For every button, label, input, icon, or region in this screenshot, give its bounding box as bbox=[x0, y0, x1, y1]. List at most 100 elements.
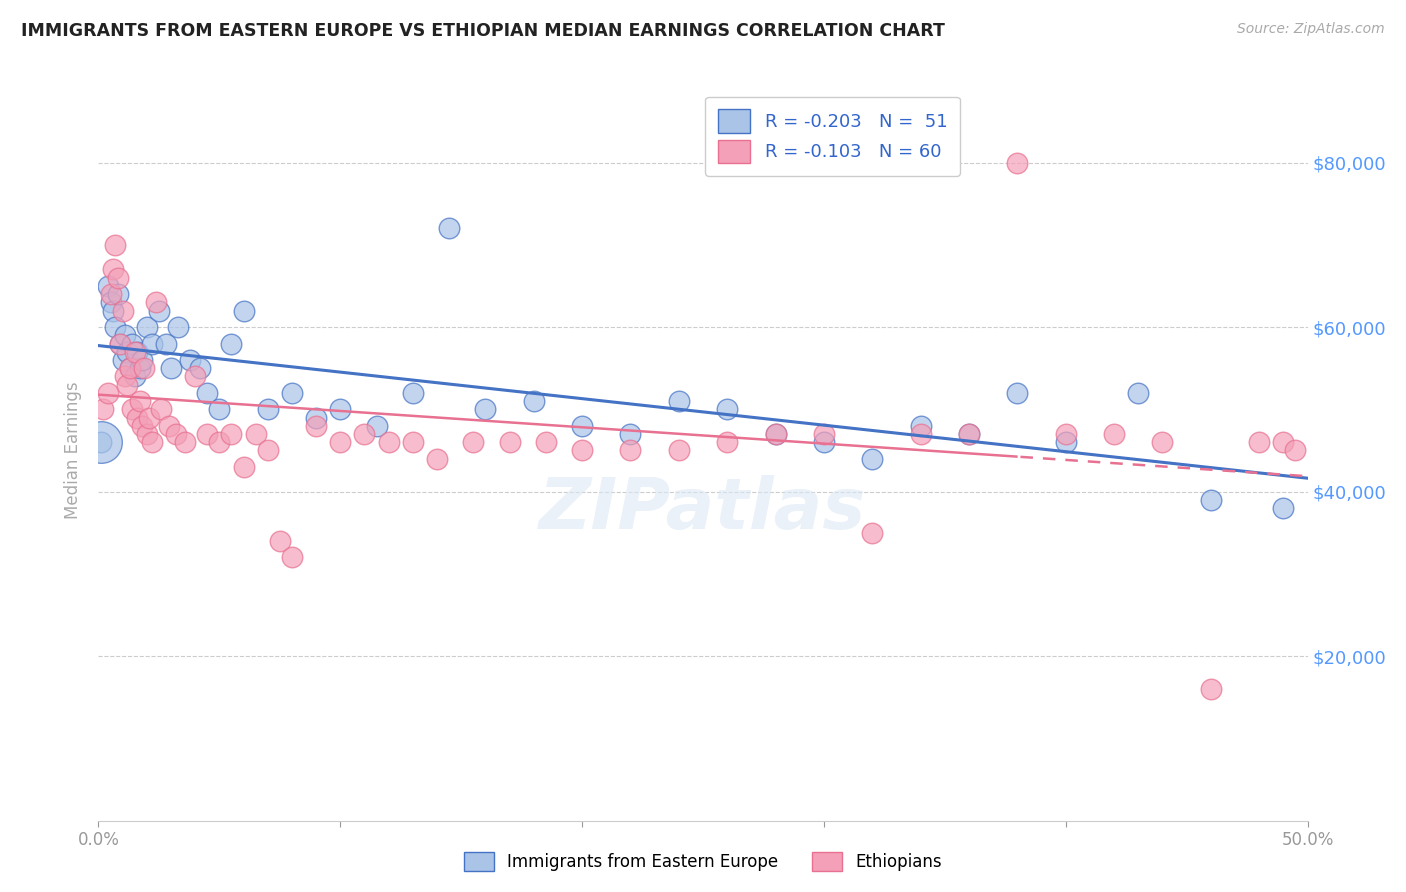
Point bbox=[256, 443, 278, 458]
Point bbox=[108, 336, 131, 351]
Point bbox=[1152, 435, 1174, 450]
Point bbox=[128, 361, 150, 376]
Point bbox=[97, 279, 120, 293]
Legend: R = -0.203   N =  51, R = -0.103   N = 60: R = -0.203 N = 51, R = -0.103 N = 60 bbox=[706, 96, 960, 176]
Point bbox=[184, 369, 207, 384]
Point bbox=[281, 385, 304, 400]
Point bbox=[111, 353, 134, 368]
Point bbox=[305, 410, 328, 425]
Point bbox=[269, 533, 291, 548]
Point bbox=[1007, 155, 1029, 169]
Point bbox=[160, 361, 183, 376]
Point bbox=[135, 320, 157, 334]
Point bbox=[118, 361, 141, 376]
Point bbox=[124, 369, 146, 384]
Point bbox=[114, 328, 136, 343]
Legend: Immigrants from Eastern Europe, Ethiopians: Immigrants from Eastern Europe, Ethiopia… bbox=[456, 843, 950, 880]
Point bbox=[245, 427, 267, 442]
Point bbox=[1102, 427, 1125, 442]
Point bbox=[167, 320, 190, 334]
Point bbox=[1199, 681, 1222, 696]
Point bbox=[1007, 385, 1029, 400]
Y-axis label: Median Earnings: Median Earnings bbox=[65, 382, 83, 519]
Point bbox=[523, 394, 546, 409]
Point bbox=[437, 221, 460, 235]
Point bbox=[100, 295, 122, 310]
Point bbox=[117, 344, 139, 359]
Point bbox=[402, 385, 425, 400]
Point bbox=[174, 435, 197, 450]
Point bbox=[1272, 435, 1295, 450]
Point bbox=[101, 303, 124, 318]
Point bbox=[165, 427, 187, 442]
Point bbox=[281, 550, 304, 565]
Point bbox=[668, 443, 690, 458]
Point bbox=[114, 369, 136, 384]
Point bbox=[141, 336, 163, 351]
Point bbox=[860, 451, 883, 466]
Point bbox=[716, 435, 738, 450]
Point bbox=[957, 427, 980, 442]
Point bbox=[124, 344, 146, 359]
Point bbox=[329, 402, 352, 417]
Point bbox=[111, 303, 134, 318]
Point bbox=[1272, 501, 1295, 516]
Point bbox=[1128, 385, 1150, 400]
Point bbox=[402, 435, 425, 450]
Point bbox=[131, 418, 153, 433]
Point bbox=[138, 410, 160, 425]
Point bbox=[668, 394, 690, 409]
Point bbox=[571, 443, 593, 458]
Point bbox=[155, 336, 177, 351]
Point bbox=[221, 336, 243, 351]
Point bbox=[157, 418, 180, 433]
Point bbox=[498, 435, 520, 450]
Point bbox=[256, 402, 278, 417]
Point bbox=[619, 443, 641, 458]
Point bbox=[619, 427, 641, 442]
Point bbox=[221, 427, 243, 442]
Point bbox=[91, 402, 114, 417]
Point bbox=[121, 336, 143, 351]
Point bbox=[910, 418, 932, 433]
Point bbox=[1054, 435, 1077, 450]
Point bbox=[232, 459, 254, 474]
Point bbox=[135, 427, 157, 442]
Point bbox=[150, 402, 173, 417]
Point bbox=[1284, 443, 1306, 458]
Point bbox=[195, 385, 218, 400]
Point bbox=[97, 385, 120, 400]
Point bbox=[104, 237, 127, 252]
Point bbox=[107, 287, 129, 301]
Point bbox=[127, 410, 149, 425]
Point bbox=[765, 427, 787, 442]
Point bbox=[118, 361, 141, 376]
Point bbox=[145, 295, 167, 310]
Point bbox=[353, 427, 375, 442]
Point bbox=[128, 394, 150, 409]
Point bbox=[117, 377, 139, 392]
Point bbox=[377, 435, 399, 450]
Point bbox=[910, 427, 932, 442]
Point bbox=[90, 435, 112, 450]
Point bbox=[208, 402, 231, 417]
Point bbox=[100, 287, 122, 301]
Point bbox=[765, 427, 787, 442]
Point bbox=[957, 427, 980, 442]
Point bbox=[131, 353, 153, 368]
Point bbox=[305, 418, 328, 433]
Point bbox=[366, 418, 388, 433]
Text: ZIPatlas: ZIPatlas bbox=[540, 475, 866, 544]
Point bbox=[329, 435, 352, 450]
Point bbox=[107, 270, 129, 285]
Point bbox=[179, 353, 201, 368]
Text: IMMIGRANTS FROM EASTERN EUROPE VS ETHIOPIAN MEDIAN EARNINGS CORRELATION CHART: IMMIGRANTS FROM EASTERN EUROPE VS ETHIOP… bbox=[21, 22, 945, 40]
Point bbox=[813, 427, 835, 442]
Point bbox=[188, 361, 211, 376]
Point bbox=[1249, 435, 1271, 450]
Point bbox=[104, 320, 127, 334]
Point bbox=[426, 451, 449, 466]
Point bbox=[195, 427, 218, 442]
Point bbox=[134, 361, 156, 376]
Point bbox=[860, 525, 883, 540]
